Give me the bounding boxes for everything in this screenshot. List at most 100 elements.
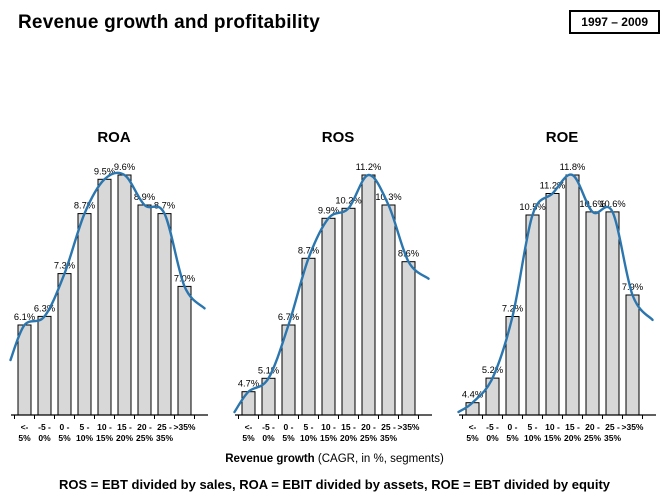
x-tick-label-line1: <- xyxy=(245,422,253,432)
footnote: ROS = EBT divided by sales, ROA = EBIT d… xyxy=(58,477,611,492)
x-tick-label-line2: 0% xyxy=(262,433,275,443)
bar-value-label: 8.7% xyxy=(298,245,319,255)
x-tick-label-line1: <- xyxy=(469,422,477,432)
bar xyxy=(57,273,72,416)
x-tick-label-line1: 5 - xyxy=(80,422,90,432)
x-tick-label-line1: 20 - xyxy=(585,422,600,432)
bar-value-label: 11.2% xyxy=(356,162,382,172)
bar xyxy=(381,204,396,416)
bar-value-label: 7.9% xyxy=(622,282,643,292)
x-tick-label-line2: 0% xyxy=(38,433,51,443)
trend-curve xyxy=(9,171,206,362)
bar xyxy=(77,213,92,416)
bar xyxy=(241,391,256,416)
bar xyxy=(137,204,152,416)
x-tick-label-line2: 15% xyxy=(96,433,113,443)
x-tick-label-line1: >35% xyxy=(174,422,196,432)
bar xyxy=(301,257,316,416)
x-tick-label-line1: 10 - xyxy=(321,422,336,432)
x-tick-label-line1: 10 - xyxy=(545,422,560,432)
bar-value-label: 4.7% xyxy=(238,379,259,389)
bar-value-label: 10.6% xyxy=(599,199,625,209)
bar-value-label: 10.5% xyxy=(519,202,545,212)
x-tick-label-line1: 20 - xyxy=(137,422,152,432)
x-tick-label-line1: 25 - xyxy=(157,422,172,432)
x-tick-label-line1: 10 - xyxy=(97,422,112,432)
bar xyxy=(117,174,132,416)
x-tick-label-line2: 20% xyxy=(340,433,357,443)
bar-value-label: 6.3% xyxy=(34,303,55,313)
bar-value-label: 6.7% xyxy=(278,312,299,322)
bar-value-label: 7.3% xyxy=(54,261,75,271)
chart-svg-roa: 6.1%6.3%7.3%8.7%9.5%9.6%8.9%8.7%7.0%<-5%… xyxy=(9,162,208,443)
x-tick-label-line2: 35% xyxy=(380,433,397,443)
bar xyxy=(97,178,112,416)
x-tick-label-line1: 15 - xyxy=(565,422,580,432)
bar xyxy=(401,261,416,416)
x-tick-label-line1: >35% xyxy=(622,422,644,432)
x-tick-label-line2: 0% xyxy=(486,433,499,443)
trend-curve xyxy=(233,173,430,414)
bar-value-label: 10.3% xyxy=(375,192,401,202)
bar xyxy=(605,211,620,416)
bar xyxy=(585,211,600,416)
chart-title-roe: ROE xyxy=(545,129,579,146)
x-tick-label-line1: <- xyxy=(21,422,29,432)
chart-title-ros: ROS xyxy=(321,129,355,146)
period-badge: 1997 – 2009 xyxy=(569,10,660,34)
bar-value-label: 8.9% xyxy=(134,192,155,202)
bar-value-label: 8.6% xyxy=(398,249,419,259)
x-tick-label-line2: 5% xyxy=(242,433,255,443)
bar-value-label: 10.6% xyxy=(579,199,605,209)
page-title: Revenue growth and profitability xyxy=(18,12,320,33)
x-tick-label-line1: -5 - xyxy=(486,422,499,432)
bar-value-label: 5.1% xyxy=(258,365,279,375)
xaxis-label: Revenue growth (CAGR, in %, segments) xyxy=(0,453,669,465)
x-tick-label-line1: 25 - xyxy=(381,422,396,432)
bar-value-label: 8.7% xyxy=(74,201,95,211)
x-tick-label-line2: 5% xyxy=(282,433,295,443)
x-tick-label-line1: 0 - xyxy=(284,422,294,432)
x-tick-label-line2: 10% xyxy=(300,433,317,443)
x-tick-label-line1: 5 - xyxy=(304,422,314,432)
bar-value-label: 11.8% xyxy=(560,162,586,172)
x-tick-label-line2: 35% xyxy=(604,433,621,443)
bar xyxy=(321,217,336,416)
chart-roe: ROE 4.4% 5.2% 7.2% 10.5% 11.2% 11.8% 10.6% 10.6… xyxy=(456,128,668,449)
x-tick-label-line1: 0 - xyxy=(508,422,518,432)
bar xyxy=(341,207,356,416)
charts-row: ROA 6.1% 6.3% 7.3% 8.7% 9.5% 9.6% 8.9% 8.7% 7.0%… xyxy=(8,128,668,449)
x-tick-label-line1: 20 - xyxy=(361,422,376,432)
bar xyxy=(361,174,376,416)
x-tick-label-line2: 15% xyxy=(320,433,337,443)
x-tick-label-line2: 5% xyxy=(18,433,31,443)
bar-value-label: 7.0% xyxy=(174,273,195,283)
x-tick-label-line2: 5% xyxy=(466,433,479,443)
x-tick-label-line2: 10% xyxy=(524,433,541,443)
x-tick-label-line1: 25 - xyxy=(605,422,620,432)
xaxis-label-bold: Revenue growth xyxy=(225,453,315,465)
x-tick-label-line2: 15% xyxy=(544,433,561,443)
bar-value-label: 10.2% xyxy=(335,195,361,205)
bar-value-label: 5.2% xyxy=(482,365,503,375)
bar xyxy=(545,193,560,416)
x-tick-label-line2: 25% xyxy=(136,433,153,443)
bar-value-label: 6.1% xyxy=(14,312,35,322)
bar xyxy=(565,174,580,416)
x-tick-label-line1: -5 - xyxy=(38,422,51,432)
bar xyxy=(17,324,32,416)
x-tick-label-line1: -5 - xyxy=(262,422,275,432)
bar xyxy=(177,285,192,416)
bar xyxy=(485,377,500,416)
bar-value-label: 8.7% xyxy=(154,201,175,211)
xaxis-label-rest: (CAGR, in %, segments) xyxy=(314,453,444,465)
chart-roa: ROA 6.1% 6.3% 7.3% 8.7% 9.5% 9.6% 8.9% 8.7% 7.0%… xyxy=(8,128,220,449)
x-tick-label-line2: 35% xyxy=(156,433,173,443)
bar xyxy=(465,402,480,416)
bar-value-label: 9.9% xyxy=(318,205,339,215)
chart-title-roa: ROA xyxy=(97,129,131,146)
chart-ros: ROS 4.7% 5.1% 6.7% 8.7% 9.9% 10.2% 11.2% 10.3% 8… xyxy=(232,128,444,449)
trend-curve xyxy=(457,173,654,414)
x-tick-label-line1: 15 - xyxy=(117,422,132,432)
